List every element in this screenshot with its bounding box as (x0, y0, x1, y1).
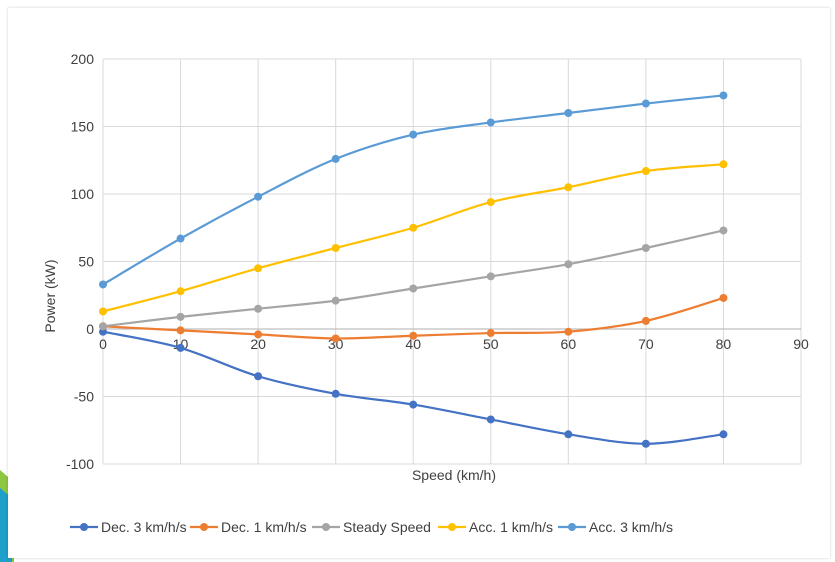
data-point (409, 284, 418, 293)
data-point (99, 322, 107, 331)
data-point (99, 280, 107, 289)
data-point (176, 234, 185, 243)
data-point (331, 334, 340, 343)
legend-marker (80, 523, 88, 531)
data-point (254, 372, 263, 381)
legend-item: Acc. 3 km/h/s (558, 519, 673, 535)
series-line (102, 94, 724, 286)
legend: Dec. 3 km/h/s Dec. 1 km/h/s Steady Speed Ac… (70, 519, 673, 535)
x-axis-label: Speed (km/h) (412, 467, 496, 483)
data-point (719, 293, 728, 302)
gridlines (102, 58, 802, 465)
data-point (409, 400, 418, 409)
data-point (564, 430, 573, 439)
data-point (254, 192, 263, 201)
legend-marker (322, 523, 330, 531)
legend-marker (448, 523, 456, 531)
x-tick-label: 40 (405, 336, 421, 352)
y-tick-label: 100 (71, 186, 95, 202)
legend-item: Acc. 1 km/h/s (438, 519, 553, 535)
data-point (176, 287, 185, 296)
y-tick-label: 200 (71, 51, 95, 67)
data-point (719, 226, 728, 235)
data-point (486, 118, 495, 127)
x-tick-label: 30 (328, 336, 344, 352)
data-point (719, 91, 728, 100)
series-4 (99, 91, 728, 289)
data-point (409, 331, 418, 340)
data-point (331, 296, 340, 305)
legend-marker (568, 523, 576, 531)
data-point (719, 430, 728, 439)
y-tick-label: 150 (71, 119, 95, 135)
data-point (254, 304, 263, 313)
data-point (641, 316, 650, 325)
legend-label: Dec. 1 km/h/s (221, 519, 307, 535)
legend-item: Dec. 3 km/h/s (70, 519, 187, 535)
data-point (641, 99, 650, 108)
y-axis-label: Power (kW) (42, 259, 58, 332)
series-layer (99, 91, 728, 448)
x-tick-label: 60 (561, 336, 577, 352)
x-tick-label: 0 (99, 336, 107, 352)
y-axis-ticks: -100 -50 0 50 100 150 200 (66, 51, 94, 472)
data-point (331, 389, 340, 398)
data-point (564, 109, 573, 117)
data-point (486, 198, 495, 207)
data-point (564, 327, 573, 336)
legend-label: Dec. 3 km/h/s (101, 519, 187, 535)
y-tick-label: -50 (74, 389, 94, 405)
data-point (331, 154, 340, 163)
y-tick-label: -100 (66, 456, 94, 472)
data-point (486, 272, 495, 281)
y-tick-label: 0 (86, 321, 94, 337)
x-tick-label: 20 (250, 336, 266, 352)
series-2 (99, 226, 728, 331)
data-point (331, 244, 340, 252)
legend-label: Acc. 1 km/h/s (469, 519, 553, 535)
x-tick-label: 90 (793, 336, 809, 352)
legend-marker (200, 523, 208, 531)
series-0 (99, 327, 728, 448)
data-point (641, 167, 650, 176)
data-point (719, 160, 728, 169)
x-tick-label: 50 (483, 336, 499, 352)
data-point (176, 343, 185, 352)
legend-label: Steady Speed (343, 519, 431, 535)
data-point (564, 260, 573, 269)
x-tick-label: 80 (716, 336, 732, 352)
data-point (486, 329, 495, 338)
series-3 (99, 160, 728, 316)
x-tick-label: 70 (638, 336, 654, 352)
x-axis-ticks: 0102030405060708090 (99, 336, 809, 352)
data-point (641, 439, 650, 448)
legend-label: Acc. 3 km/h/s (589, 519, 673, 535)
data-point (641, 244, 650, 252)
data-point (176, 312, 185, 321)
data-point (176, 326, 185, 335)
data-point (99, 307, 107, 316)
data-point (486, 415, 495, 424)
data-point (254, 330, 263, 339)
data-point (254, 264, 263, 273)
y-tick-label: 50 (78, 254, 94, 270)
legend-item: Steady Speed (312, 519, 431, 535)
data-point (564, 183, 573, 192)
data-point (409, 223, 418, 232)
data-point (409, 130, 418, 139)
legend-item: Dec. 1 km/h/s (190, 519, 307, 535)
